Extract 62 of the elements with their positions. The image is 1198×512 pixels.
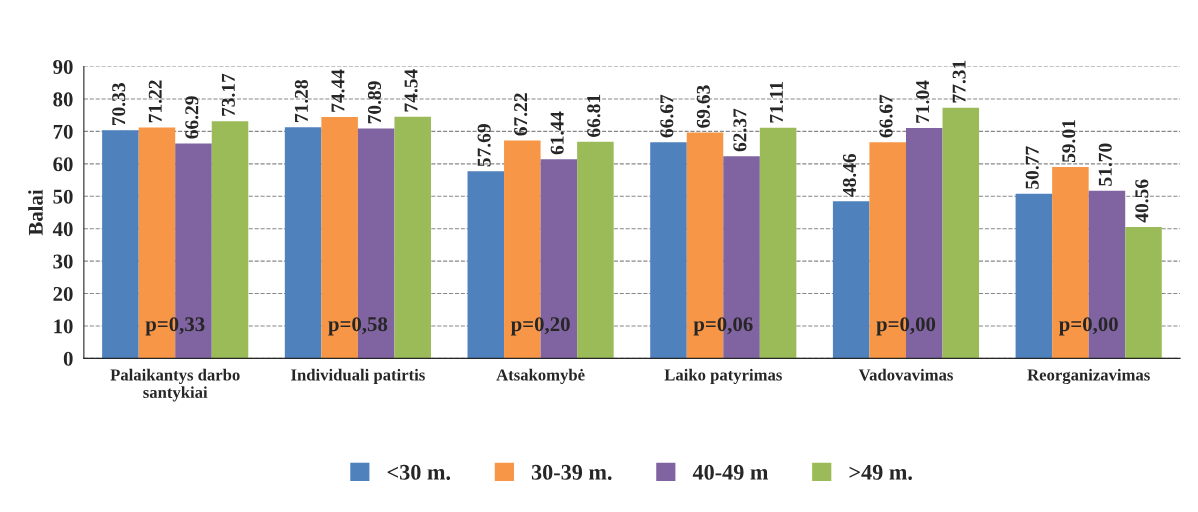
data-label: 70.33	[112, 83, 126, 126]
y-tick-label: 20	[53, 286, 73, 301]
bar	[211, 121, 249, 359]
bar	[394, 116, 431, 359]
bar	[102, 130, 139, 359]
x-tick-label: Laiko patyrimas	[664, 368, 782, 384]
x-tick-label: Reorganizavimas	[1027, 368, 1150, 385]
y-tick-label: 0	[63, 351, 73, 366]
annotation: p=0,00	[1058, 317, 1118, 336]
x-tick-label: Vadovavimas	[858, 368, 953, 381]
data-label: 74.54	[404, 69, 418, 112]
bar	[284, 127, 322, 359]
data-label: 66.29	[185, 96, 199, 139]
bar	[1015, 193, 1053, 359]
legend-label: 40-49 m	[692, 464, 769, 480]
x-tick-label: Atsakomybė	[496, 368, 585, 384]
data-label: 66.67	[879, 94, 893, 138]
x-tick-label: Palaikantys darbo santykiai	[110, 368, 240, 402]
legend-label: >49 m.	[849, 464, 912, 480]
data-label: 67.22	[514, 93, 528, 136]
bar	[1125, 226, 1162, 359]
data-label: 40.56	[1135, 179, 1149, 223]
data-label: 50.77	[1025, 146, 1039, 189]
y-tick-label: 70	[53, 124, 73, 139]
bar	[577, 141, 614, 359]
y-tick-label: 90	[53, 59, 73, 74]
y-axis-title: Balai	[28, 189, 43, 236]
data-label: 51.70	[1098, 143, 1112, 186]
data-label: 71.22	[148, 80, 162, 123]
bar	[650, 142, 687, 359]
data-label: 48.46	[842, 153, 857, 197]
data-label: 66.81	[587, 94, 601, 137]
data-label: 61.44	[550, 111, 564, 155]
data-label: 70.89	[367, 81, 382, 124]
y-tick-label: 50	[53, 189, 73, 204]
y-tick-label: 30	[53, 254, 73, 269]
data-label: 69.63	[696, 85, 710, 128]
x-tick-label: Individuali patirtis	[291, 368, 425, 384]
data-label: 71.04	[916, 80, 930, 123]
bar	[942, 107, 980, 359]
y-tick-label: 40	[52, 222, 73, 237]
legend-label: <30 m.	[387, 464, 451, 480]
bar	[759, 127, 797, 359]
annotation: p=0,33	[145, 317, 205, 336]
data-label: 74.44	[331, 69, 345, 112]
data-label: 77.31	[952, 60, 966, 103]
data-label: 73.17	[221, 73, 235, 116]
legend-label: 30-39 m.	[531, 464, 612, 480]
data-label: 62.37	[733, 108, 747, 152]
data-label: 59.01	[1062, 120, 1076, 163]
data-label: 66.67	[660, 94, 674, 138]
data-label: 71.28	[294, 79, 309, 122]
annotation: p=0,20	[510, 317, 570, 336]
bar	[467, 171, 505, 359]
data-label: 71.11	[769, 81, 784, 123]
bar	[832, 201, 870, 359]
data-label: 57.69	[477, 124, 491, 167]
y-tick-label: 80	[53, 92, 73, 107]
y-tick-label: 10	[54, 319, 73, 334]
annotation: p=0,58	[328, 317, 388, 336]
y-tick-label: 60	[53, 157, 73, 172]
annotation: p=0,06	[693, 317, 753, 336]
